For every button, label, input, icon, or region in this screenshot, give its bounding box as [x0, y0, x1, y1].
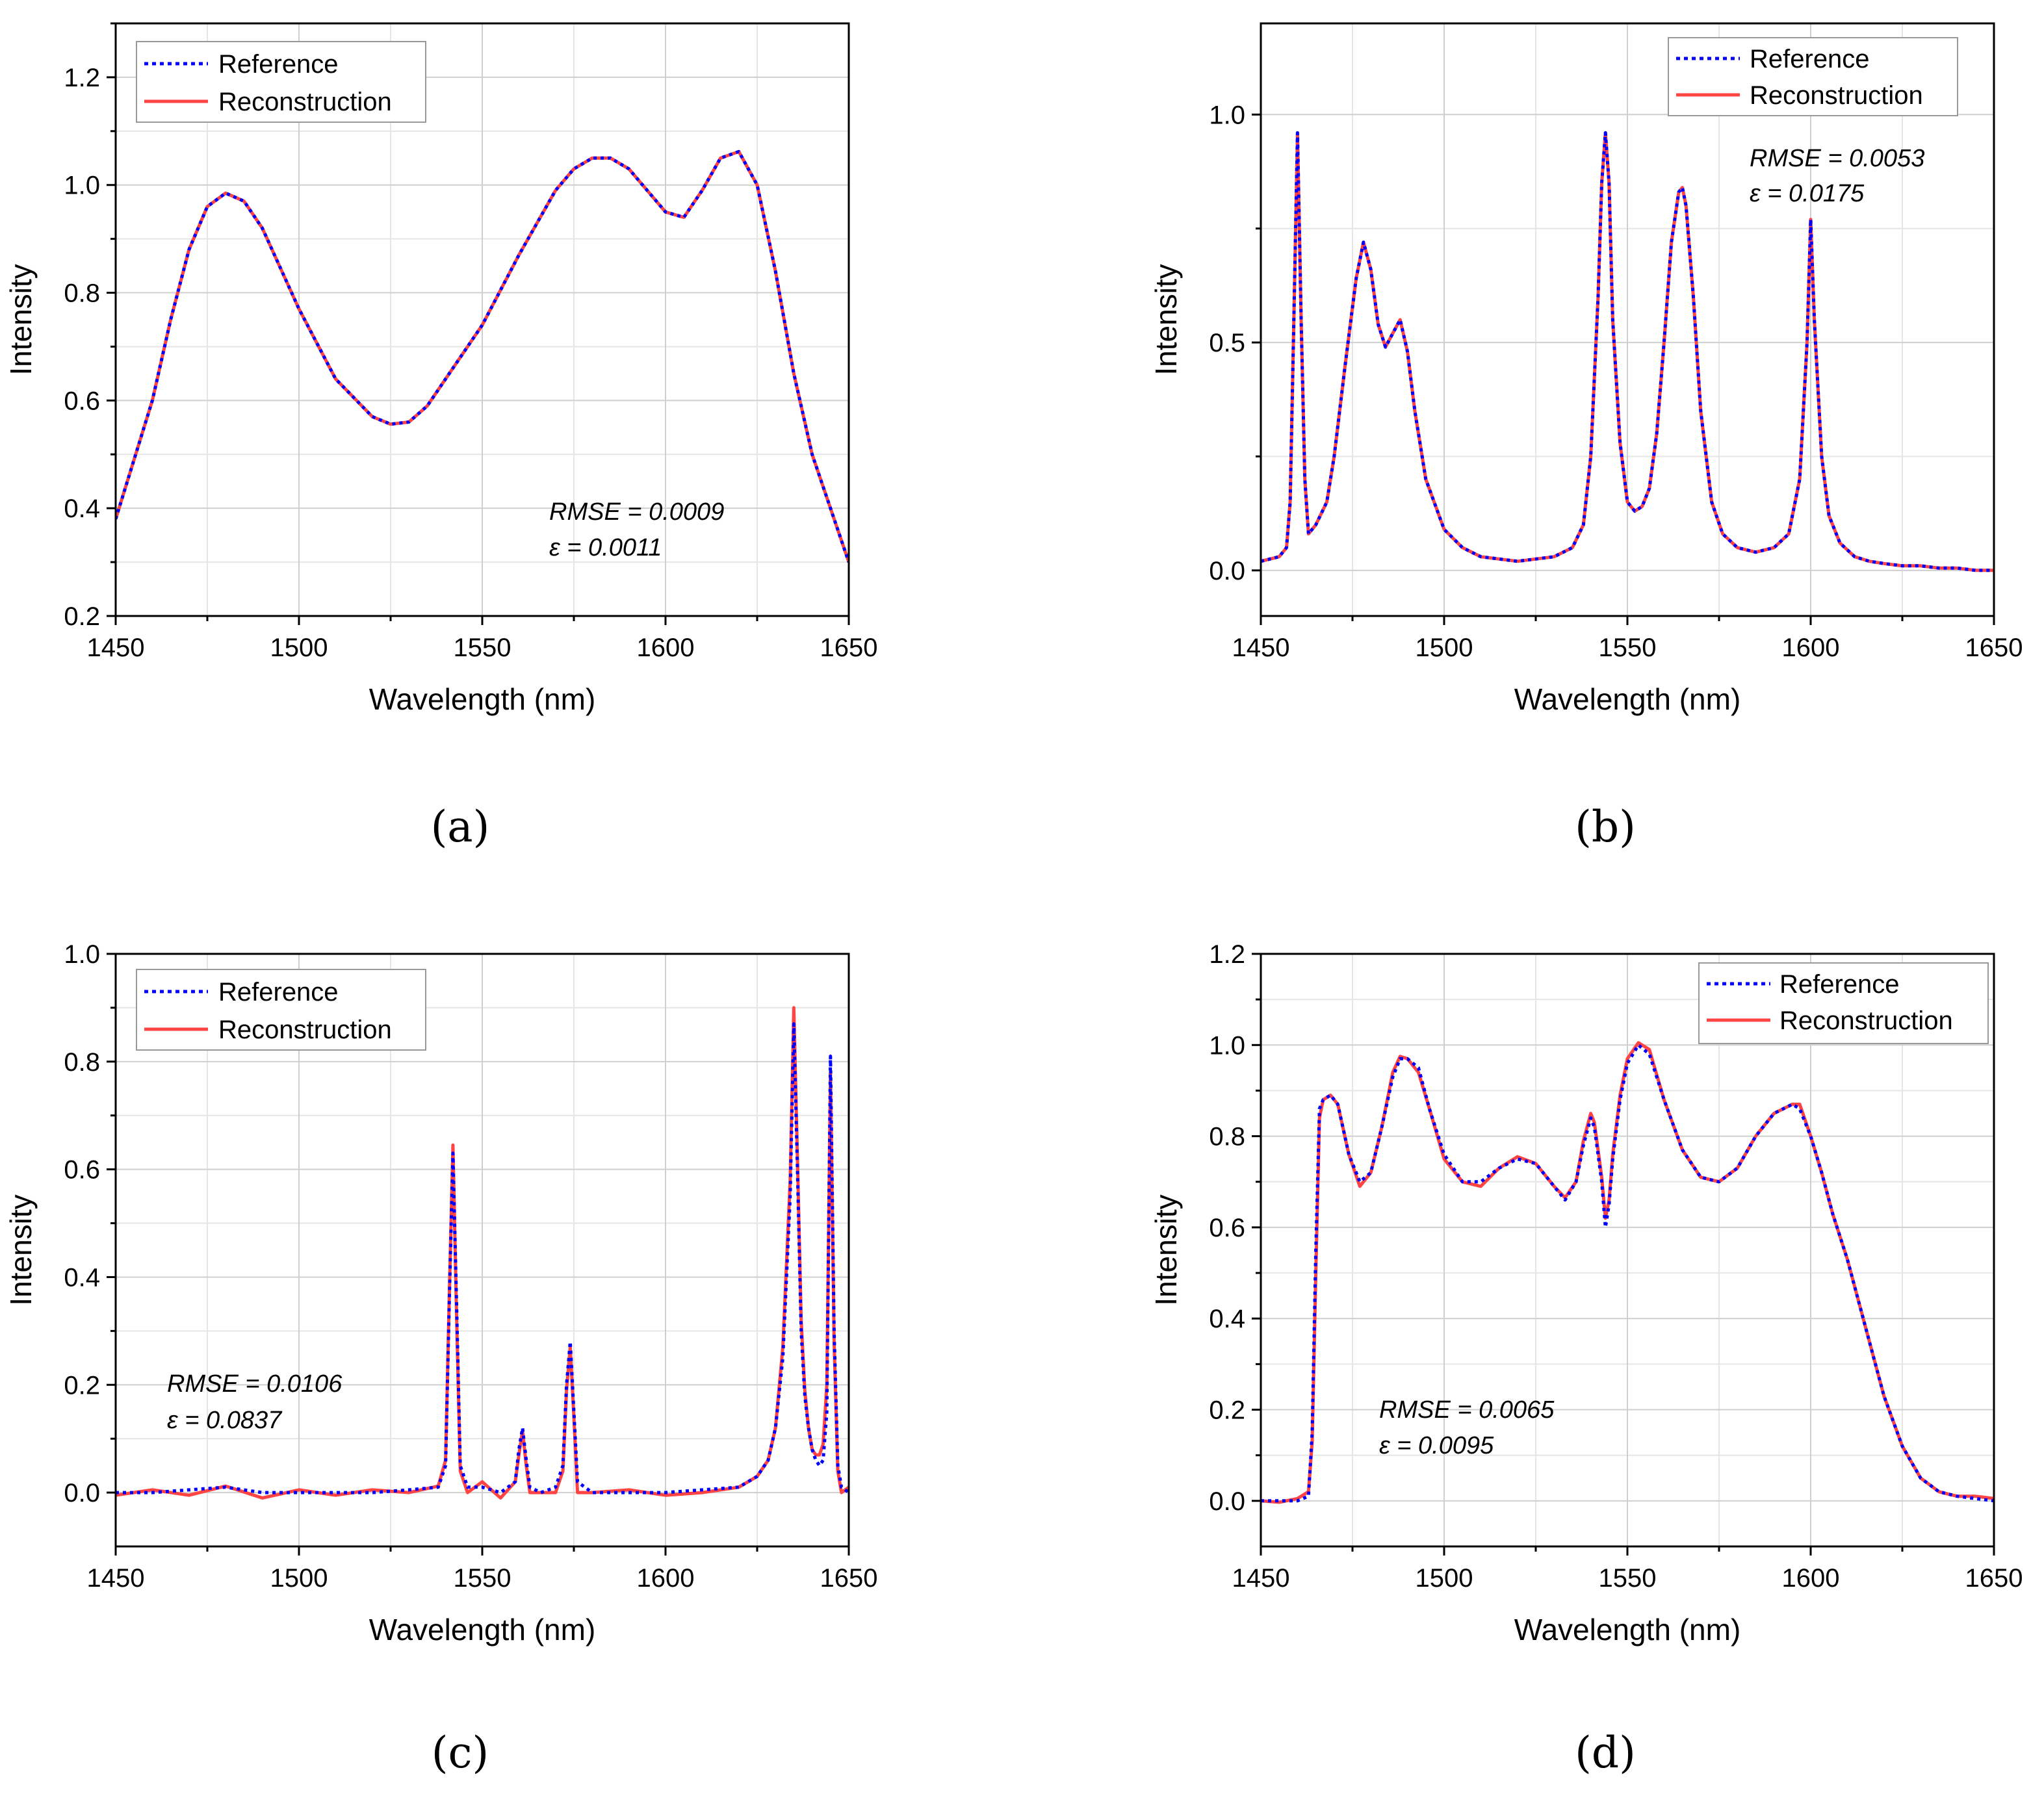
y-tick-label: 0.8: [1209, 1123, 1245, 1151]
y-tick-label: 0.2: [1209, 1396, 1245, 1425]
legend-box: [1698, 962, 1989, 1044]
legend-box: [136, 969, 426, 1051]
y-tick-label: 1.2: [64, 64, 100, 92]
y-axis-label: Intensity: [4, 1194, 38, 1305]
panel-b: 1450 1500 1550 1600 1650 0.0 0.5 1.0 Wavelength …: [1149, 22, 2023, 852]
legend-reference-label: Reference: [218, 978, 339, 1006]
y-tick-label: 0.4: [1209, 1305, 1245, 1333]
x-tick-label: 1450: [1232, 1564, 1290, 1593]
y-tick-label: 0.6: [64, 1156, 100, 1185]
legend: Reference Reconstruction: [136, 969, 426, 1051]
y-axis-label: Intensity: [1149, 264, 1183, 375]
legend: Reference Reconstruction: [1698, 962, 1989, 1044]
panel-label: (c): [432, 1728, 489, 1778]
x-tick-label: 1550: [454, 1564, 511, 1593]
y-tick-label: 0.0: [1209, 1487, 1245, 1516]
rmse-annotation: RMSE = 0.0009: [549, 498, 724, 526]
x-tick-label: 1600: [637, 1564, 695, 1593]
rmse-annotation: RMSE = 0.0053: [1750, 145, 1924, 172]
x-tick-label: 1650: [820, 1564, 878, 1593]
x-tick-label: 1600: [637, 634, 695, 662]
series-reference-line: [116, 1022, 849, 1494]
rmse-annotation: RMSE = 0.0065: [1379, 1396, 1555, 1424]
y-tick-label: 0.0: [64, 1479, 100, 1507]
y-tick-label: 0.4: [64, 494, 100, 523]
y-tick-label: 0.2: [64, 1371, 100, 1400]
epsilon-annotation: ε = 0.0837: [167, 1407, 283, 1434]
y-tick-label: 0.2: [64, 602, 100, 631]
x-tick-label: 1450: [87, 1564, 145, 1593]
chart-area: 1450 1500 1550 1600 1650 0.2 0.4 0.6 0.8 1.0 1.2 Wa…: [4, 22, 878, 716]
legend-reference-label: Reference: [1779, 970, 1900, 999]
y-axis-label: Intensity: [4, 264, 38, 375]
panel-c: 1450 1500 1550 1600 1650 0.0 0.2 0.4 0.6 0.8 1.0 Wa…: [4, 940, 877, 1778]
legend: Reference Reconstruction: [136, 41, 426, 123]
x-tick-label: 1550: [1599, 634, 1657, 662]
x-tick-label: 1650: [820, 634, 878, 662]
x-axis-label: Wavelength (nm): [1514, 682, 1741, 716]
y-tick-label: 1.0: [64, 940, 100, 969]
series-reference-line: [1261, 131, 1994, 572]
x-tick-label: 1550: [454, 634, 511, 662]
x-tick-label: 1600: [1782, 634, 1840, 662]
metric-annotation: RMSE = 0.0009 ε = 0.0011: [549, 498, 724, 561]
panel-d: 1450 1500 1550 1600 1650 0.0 0.2 0.4 0.6 0.8 1.0 1.…: [1149, 940, 2023, 1778]
legend-reconstruction-label: Reconstruction: [218, 1016, 392, 1044]
metric-annotation: RMSE = 0.0053 ε = 0.0175: [1750, 145, 1924, 207]
x-axis-label: Wavelength (nm): [1514, 1613, 1741, 1647]
legend-box: [1668, 37, 1958, 116]
x-tick-label: 1550: [1599, 1564, 1657, 1593]
y-tick-label: 0.4: [64, 1263, 100, 1292]
panel-a: 1450 1500 1550 1600 1650 0.2 0.4 0.6 0.8 1.0 1.2 Wa…: [4, 22, 878, 852]
x-tick-label: 1600: [1782, 1564, 1840, 1593]
x-tick-label: 1650: [1965, 1564, 2023, 1593]
legend-reconstruction-label: Reconstruction: [1779, 1006, 1953, 1035]
x-tick-label: 1500: [1416, 1564, 1473, 1593]
panel-label: (d): [1575, 1728, 1636, 1778]
chart-area: 1450 1500 1550 1600 1650 0.0 0.2 0.4 0.6 0.8 1.0 Wa…: [4, 940, 877, 1647]
epsilon-annotation: ε = 0.0011: [549, 534, 662, 561]
epsilon-annotation: ε = 0.0095: [1379, 1432, 1494, 1459]
epsilon-annotation: ε = 0.0175: [1750, 180, 1865, 207]
y-tick-label: 1.0: [1209, 101, 1245, 129]
y-tick-label: 0.0: [1209, 557, 1245, 585]
panel-label: (b): [1575, 802, 1636, 852]
chart-area: 1450 1500 1550 1600 1650 0.0 0.2 0.4 0.6 0.8 1.0 1.…: [1149, 940, 2023, 1647]
x-tick-label: 1500: [270, 634, 328, 662]
legend-reconstruction-label: Reconstruction: [1750, 81, 1923, 110]
legend-box: [136, 41, 426, 123]
y-tick-label: 1.0: [64, 172, 100, 200]
x-tick-label: 1500: [1416, 634, 1473, 662]
x-axis-label: Wavelength (nm): [369, 682, 596, 716]
legend-reconstruction-label: Reconstruction: [218, 88, 392, 116]
chart-area: 1450 1500 1550 1600 1650 0.0 0.5 1.0 Wavelength …: [1149, 22, 2023, 716]
legend-reference-label: Reference: [218, 50, 339, 79]
x-tick-label: 1500: [270, 1564, 328, 1593]
y-axis-label: Intensity: [1149, 1194, 1183, 1305]
y-tick-label: 0.6: [1209, 1214, 1245, 1242]
x-axis-label: Wavelength (nm): [369, 1613, 596, 1647]
y-tick-label: 0.6: [64, 387, 100, 415]
y-tick-label: 1.0: [1209, 1031, 1245, 1060]
x-tick-label: 1450: [1232, 634, 1290, 662]
metric-annotation: RMSE = 0.0106 ε = 0.0837: [167, 1370, 343, 1434]
rmse-annotation: RMSE = 0.0106: [167, 1370, 343, 1398]
legend-reference-label: Reference: [1750, 45, 1870, 73]
panel-label: (a): [431, 802, 490, 852]
y-tick-label: 1.2: [1209, 940, 1245, 969]
y-tick-label: 0.8: [64, 279, 100, 308]
x-tick-label: 1650: [1965, 634, 2023, 662]
metric-annotation: RMSE = 0.0065 ε = 0.0095: [1379, 1396, 1555, 1459]
series-reference-line: [116, 149, 849, 563]
series-reference-line: [1261, 1043, 1994, 1503]
legend: Reference Reconstruction: [1668, 37, 1958, 116]
y-tick-label: 0.5: [1209, 329, 1245, 357]
x-tick-label: 1450: [87, 634, 145, 662]
y-tick-label: 0.8: [64, 1048, 100, 1077]
